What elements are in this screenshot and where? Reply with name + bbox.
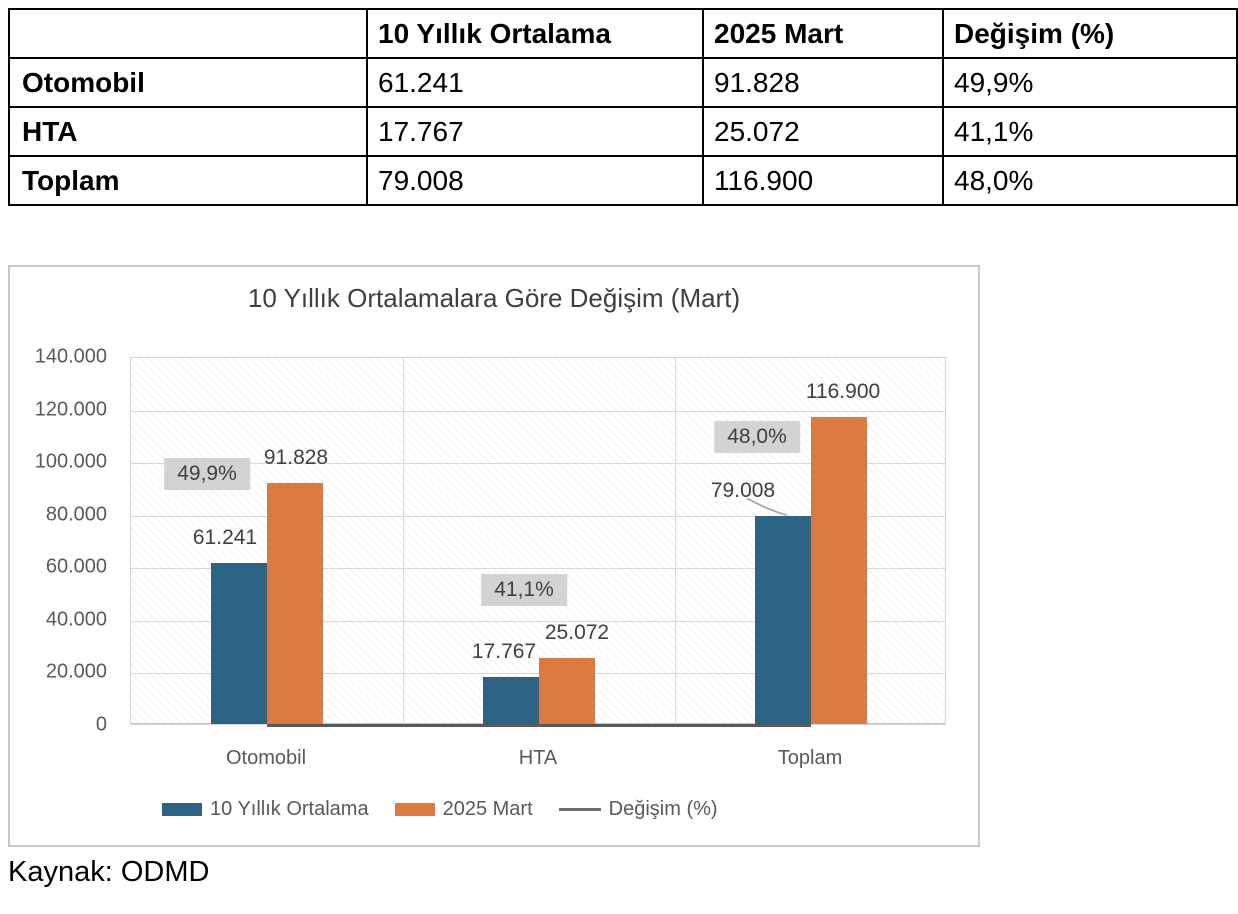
legend-label: 2025 Mart [442,798,533,820]
summary-table: 10 Yıllık Ortalama 2025 Mart Değişim (%)… [8,8,1238,206]
percent-badge: 41,1% [481,574,567,606]
gridline-vertical [403,358,404,724]
data-label: 25.072 [544,621,610,645]
table-row: HTA 17.767 25.072 41,1% [8,106,1238,157]
cell-otomobil-change: 49,9% [942,57,1238,108]
cell-otomobil-avg: 61.241 [366,57,704,108]
gridline-horizontal [131,620,945,622]
table-header-change: Değişim (%) [942,8,1238,59]
gridline-vertical [675,358,676,724]
bar-2025mart-hta [539,658,595,724]
legend-item: Değişim (%) [558,798,718,821]
legend-line-swatch [558,808,601,811]
percent-badge: 49,9% [164,458,250,490]
cell-otomobil-mart: 91.828 [702,57,944,108]
data-label: 61.241 [192,526,258,550]
source-caption: Kaynak: ODMD [8,856,210,888]
x-axis-category-label: Toplam [777,747,843,769]
table-row: Toplam 79.008 116.900 48,0% [8,155,1238,206]
gridline-horizontal [131,410,945,412]
legend-label: Değişim (%) [608,798,718,820]
row-label-hta: HTA [8,106,368,157]
cell-toplam-mart: 116.900 [702,155,944,206]
legend-label: 10 Yıllık Ortalama [210,798,369,820]
cell-hta-avg: 17.767 [366,106,704,157]
data-label: 79.008 [710,479,776,503]
y-axis-tick-label: 40.000 [45,608,107,631]
gridline-horizontal [131,463,945,465]
x-axis-category-label: Otomobil [225,747,307,769]
gridline-horizontal [131,515,945,517]
bar-10yillik-hta [483,677,539,724]
table-header-mart: 2025 Mart [702,8,944,59]
y-axis-tick-label: 20.000 [45,660,107,683]
data-label: 17.767 [471,640,537,664]
row-label-otomobil: Otomobil [8,57,368,108]
chart-title: 10 Yıllık Ortalamalara Göre Değişim (Mar… [247,283,741,313]
cell-hta-change: 41,1% [942,106,1238,157]
bar-2025mart-toplam [811,416,867,724]
table-header-empty [8,8,368,59]
y-axis-tick-label: 140.000 [34,345,107,368]
bar-10yillik-otomobil [211,563,267,724]
gridline-horizontal [131,568,945,570]
cell-toplam-avg: 79.008 [366,155,704,206]
table-header-avg: 10 Yıllık Ortalama [366,8,704,59]
legend-color-swatch [394,803,435,816]
y-axis-tick-label: 80.000 [45,503,107,526]
percent-badge: 48,0% [714,421,800,453]
y-axis-tick-label: 100.000 [34,450,107,473]
data-label: 91.828 [263,445,329,469]
chart-legend: 10 Yıllık Ortalama 2025 Mart Değişim (%) [162,798,718,821]
gridline-horizontal [131,673,945,675]
bar-10yillik-toplam [755,516,811,724]
row-label-toplam: Toplam [8,155,368,206]
table-header-row: 10 Yıllık Ortalama 2025 Mart Değişim (%) [8,8,1238,59]
legend-color-swatch [162,803,202,816]
bar-chart: 10 Yıllık Ortalamalara Göre Değişim (Mar… [8,265,980,847]
data-label: 116.900 [805,379,881,403]
cell-toplam-change: 48,0% [942,155,1238,206]
bar-2025mart-otomobil [267,482,323,724]
table-row: Otomobil 61.241 91.828 49,9% [8,57,1238,108]
y-axis-tick-label: 120.000 [34,398,107,421]
cell-hta-mart: 25.072 [702,106,944,157]
y-axis-tick-label: 60.000 [45,555,107,578]
x-axis-category-label: HTA [518,747,558,769]
y-axis-tick-label: 0 [95,713,107,736]
legend-item: 2025 Mart [394,798,533,821]
percent-line-series [267,724,811,728]
plot-area: 61.241 91.828 17.767 25.072 79.008 116.900 49,… [130,357,946,728]
legend-item: 10 Yıllık Ortalama [162,798,369,821]
